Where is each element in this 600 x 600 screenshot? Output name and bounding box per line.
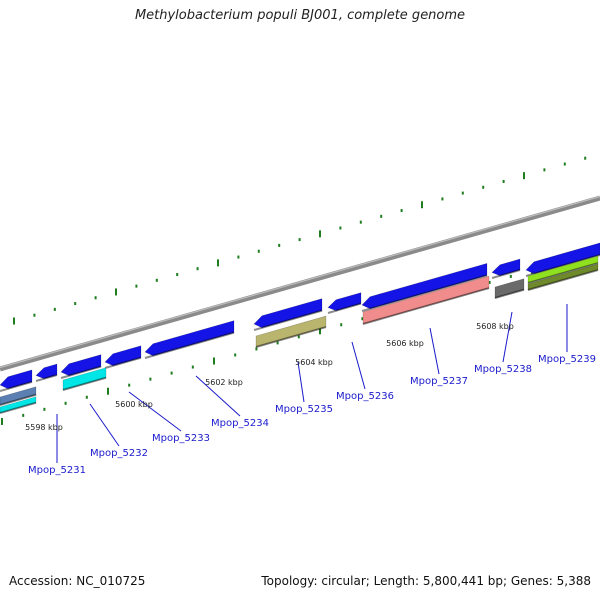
gene-arrow-blue[interactable] bbox=[491, 258, 521, 277]
gene-arrow-mpop-5239-shadow bbox=[527, 262, 599, 284]
tick-label: 5606 kbp bbox=[386, 339, 424, 348]
gene-arrow-blue[interactable] bbox=[60, 354, 102, 377]
gene-label[interactable]: Mpop_5233 bbox=[152, 433, 210, 444]
tick-label: 5600 kbp bbox=[115, 400, 153, 409]
gene-arrow-blue-shadow bbox=[35, 374, 58, 382]
gene-label[interactable]: Mpop_5239 bbox=[538, 354, 596, 365]
gene-label[interactable]: Mpop_5238 bbox=[474, 364, 532, 375]
leader-line bbox=[128, 391, 182, 432]
gene-arrow-blue-shadow bbox=[60, 365, 102, 379]
gene-arrow-blue[interactable] bbox=[0, 369, 33, 390]
gene-label[interactable]: Mpop_5234 bbox=[211, 418, 269, 429]
gene-label[interactable]: Mpop_5232 bbox=[90, 448, 148, 459]
gene-arrow-blue-shadow bbox=[104, 356, 142, 369]
gene-arrow-cyan-partial-shadow bbox=[0, 401, 37, 414]
tick-label: 5598 kbp bbox=[25, 423, 63, 432]
genome-summary-text: Topology: circular; Length: 5,800,441 bp… bbox=[261, 574, 591, 588]
gene-arrow-blue-shadow bbox=[253, 309, 323, 331]
inner-tick-track bbox=[1, 250, 597, 425]
backbone-line bbox=[0, 195, 600, 372]
gene-label[interactable]: Mpop_5231 bbox=[28, 465, 86, 476]
gene-arrow-blue-shadow bbox=[361, 274, 488, 312]
gene-arrow-mpop-5237-shadow bbox=[362, 287, 490, 325]
gene-arrow-blue-shadow bbox=[327, 302, 362, 314]
gene-arrow-mpop-5232-shadow bbox=[62, 376, 107, 391]
gene-arrow-olive-shadow bbox=[527, 269, 599, 291]
gene-arrow-mpop-5238-shadow bbox=[494, 288, 525, 299]
leader-line bbox=[502, 311, 513, 363]
gene-arrow-blue-shadow bbox=[525, 253, 600, 277]
tick-label: 5604 kbp bbox=[295, 358, 333, 367]
gene-arrow-blue[interactable] bbox=[361, 262, 488, 310]
gene-arrow-mpop-5231-shadow bbox=[0, 393, 37, 406]
gene-arrow-blue-shadow bbox=[0, 380, 33, 392]
leader-line bbox=[351, 341, 366, 390]
gene-arrow-blue[interactable] bbox=[104, 345, 142, 367]
accession-text: Accession: NC_010725 bbox=[9, 574, 146, 588]
gene-arrow-blue-shadow bbox=[144, 331, 235, 359]
gene-arrow-blue[interactable] bbox=[144, 320, 235, 357]
tick-label: 5602 kbp bbox=[205, 378, 243, 387]
genome-backbone bbox=[0, 195, 600, 372]
leader-line bbox=[89, 403, 120, 447]
gene-arrow-blue[interactable] bbox=[253, 298, 323, 329]
gene-arrow-blue[interactable] bbox=[525, 242, 600, 275]
leader-line bbox=[195, 375, 241, 417]
leader-line bbox=[297, 361, 305, 403]
outer-tick-track bbox=[13, 156, 587, 325]
gene-arrow-blue-shadow bbox=[491, 269, 521, 279]
leader-line bbox=[429, 327, 440, 375]
gene-arrow-mpop-5238[interactable] bbox=[494, 278, 525, 299]
gene-features bbox=[0, 242, 600, 414]
gene-arrow-mpop-5235-shadow bbox=[255, 326, 327, 348]
map-title: Methylobacterium populi BJ001, complete … bbox=[134, 8, 466, 23]
tick-labels: 5598 kbp 5600 kbp 5602 kbp 5604 kbp 5606 kbp… bbox=[25, 322, 514, 432]
gene-arrow-blue[interactable] bbox=[327, 292, 362, 312]
tick-label: 5608 kbp bbox=[476, 322, 514, 331]
gene-arrow-blue[interactable] bbox=[35, 363, 58, 380]
gene-label[interactable]: Mpop_5237 bbox=[410, 376, 468, 387]
backbone-highlight bbox=[0, 195, 600, 369]
gene-label[interactable]: Mpop_5235 bbox=[275, 404, 333, 415]
gene-label[interactable]: Mpop_5236 bbox=[336, 391, 394, 402]
